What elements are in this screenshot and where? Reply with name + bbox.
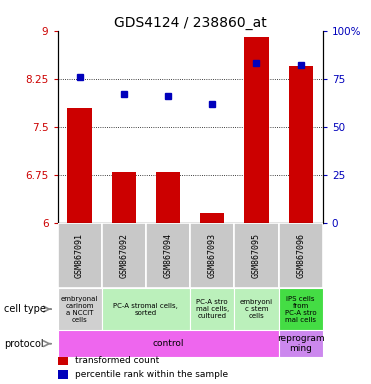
Text: embryoni
c stem
cells: embryoni c stem cells xyxy=(240,299,273,319)
Bar xyxy=(234,288,279,330)
Bar xyxy=(58,223,102,288)
Bar xyxy=(156,172,180,223)
Text: cell type: cell type xyxy=(4,304,46,314)
Bar xyxy=(190,288,234,330)
Text: GSM867096: GSM867096 xyxy=(296,233,305,278)
Bar xyxy=(102,288,190,330)
Text: GSM867092: GSM867092 xyxy=(119,233,128,278)
Bar xyxy=(279,330,323,357)
Bar xyxy=(112,172,136,223)
Bar xyxy=(244,37,269,223)
Text: GSM867094: GSM867094 xyxy=(164,233,173,278)
Text: embryonal
carinom
a NCCIT
cells: embryonal carinom a NCCIT cells xyxy=(61,296,98,323)
Bar xyxy=(279,288,323,330)
Bar xyxy=(58,288,102,330)
Bar xyxy=(279,223,323,288)
Text: reprogram
ming: reprogram ming xyxy=(277,334,325,353)
Text: PC-A stro
mal cells,
cultured: PC-A stro mal cells, cultured xyxy=(196,299,229,319)
Text: protocol: protocol xyxy=(4,339,43,349)
Bar xyxy=(190,223,234,288)
Bar xyxy=(234,223,279,288)
Text: GSM867091: GSM867091 xyxy=(75,233,84,278)
Bar xyxy=(58,370,68,379)
Text: GSM867095: GSM867095 xyxy=(252,233,261,278)
Text: iPS cells
from
PC-A stro
mal cells: iPS cells from PC-A stro mal cells xyxy=(285,296,316,323)
Text: percentile rank within the sample: percentile rank within the sample xyxy=(75,370,228,379)
Title: GDS4124 / 238860_at: GDS4124 / 238860_at xyxy=(114,16,266,30)
Bar xyxy=(58,330,279,357)
Text: GSM867093: GSM867093 xyxy=(208,233,217,278)
Bar xyxy=(58,355,68,365)
Text: transformed count: transformed count xyxy=(75,356,159,364)
Bar xyxy=(200,213,224,223)
Bar xyxy=(289,66,313,223)
Bar xyxy=(68,108,92,223)
Text: PC-A stromal cells,
sorted: PC-A stromal cells, sorted xyxy=(114,303,178,316)
Bar xyxy=(146,223,190,288)
Bar xyxy=(102,223,146,288)
Text: control: control xyxy=(152,339,184,348)
